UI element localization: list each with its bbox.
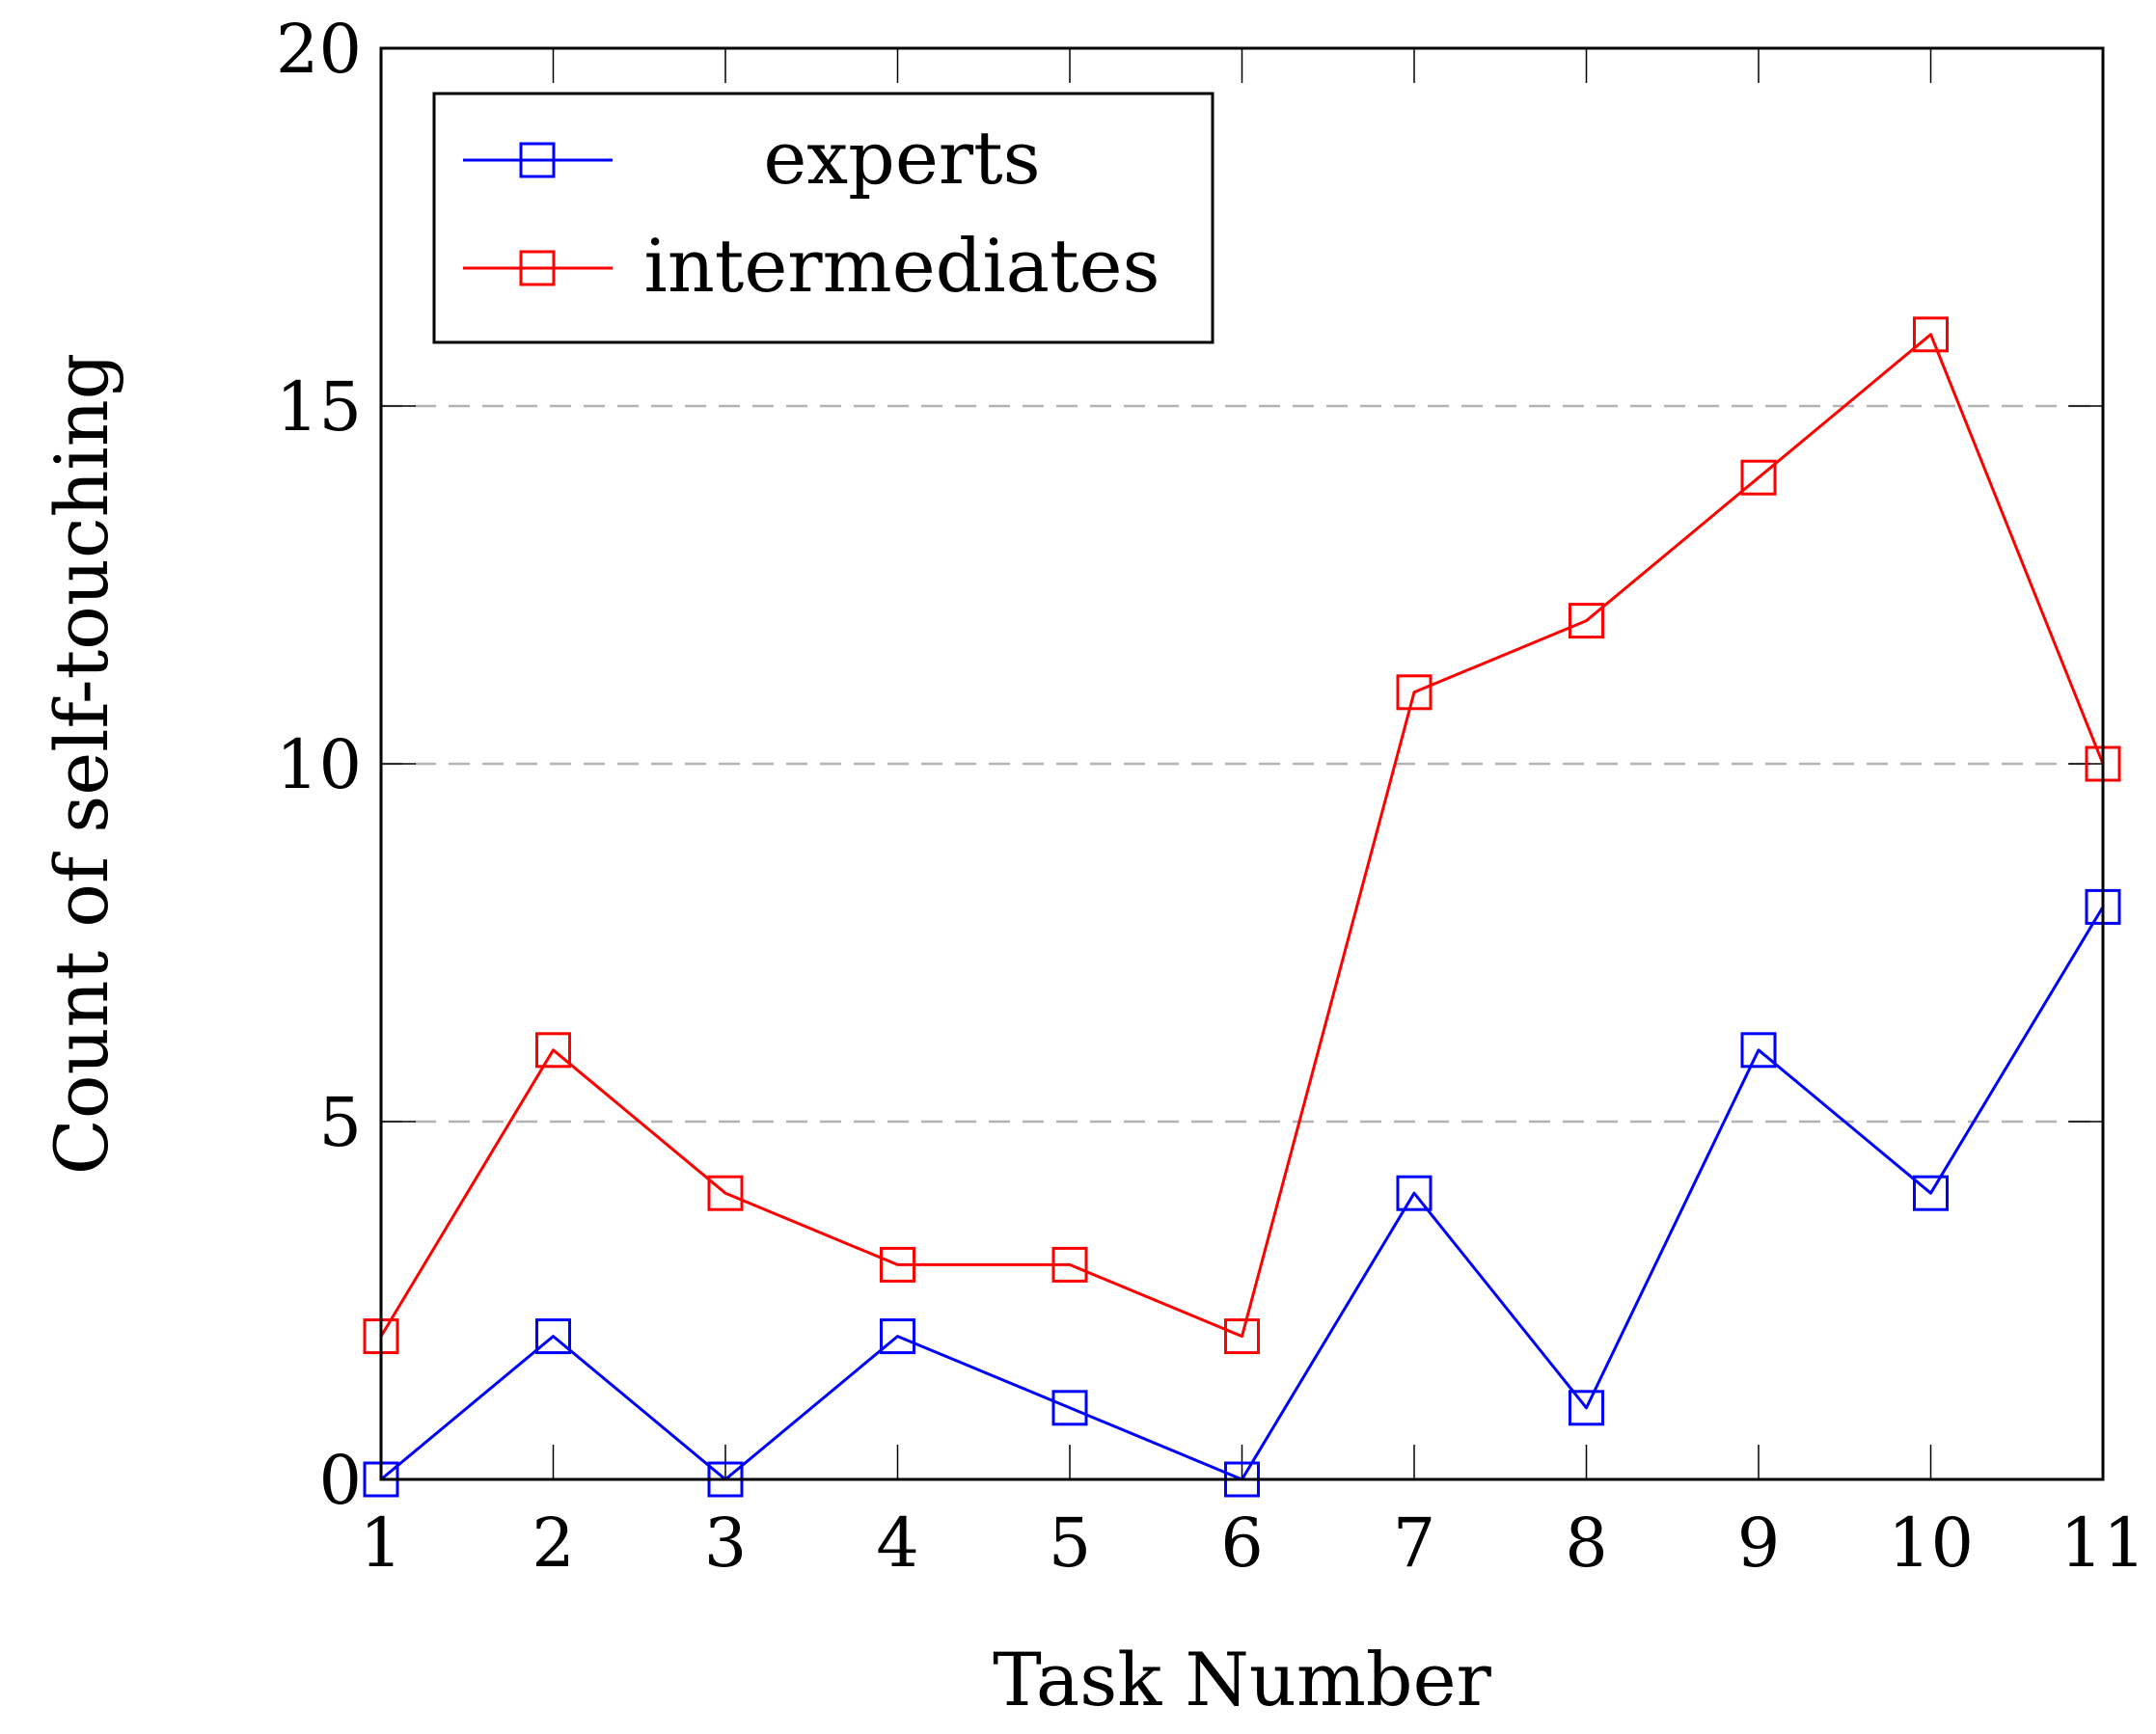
plot-area-frame (379, 46, 2105, 1481)
x-tick-label-9: 9 (1737, 1504, 1781, 1583)
x-tick-label-5: 5 (1049, 1504, 1092, 1583)
x-tick-label-8: 8 (1565, 1504, 1608, 1583)
y-axis-title: Count of self-touching (39, 353, 124, 1176)
x-tick-label-10: 10 (1888, 1504, 1974, 1583)
legend-entry-experts: experts (463, 115, 1041, 201)
grid-lines (381, 404, 2103, 1124)
x-tick-label-3: 3 (704, 1504, 748, 1583)
data-point-experts-task-2 (535, 1318, 571, 1355)
legend-marker-intermediates (519, 250, 556, 286)
y-tick-label-15: 15 (276, 367, 362, 447)
x-tick-labels: 1 2 3 4 5 6 7 8 9 10 11 (360, 1504, 2146, 1583)
x-tick-label-6: 6 (1220, 1504, 1264, 1583)
data-point-intermediates-task-5 (1051, 1246, 1088, 1283)
x-tick-label-7: 7 (1393, 1504, 1436, 1583)
legend-box (432, 92, 1214, 344)
data-point-experts-task-5 (1051, 1390, 1088, 1426)
data-point-intermediates-task-10 (1913, 316, 1949, 353)
series-intermediates (363, 316, 2121, 1355)
legend: experts intermediates (432, 92, 1214, 344)
series-line-intermediates (379, 333, 2105, 1339)
x-axis-title: Task Number (993, 1637, 1491, 1722)
data-point-intermediates-task-2 (535, 1032, 571, 1069)
data-point-experts-task-10 (1913, 1175, 1949, 1211)
y-tick-labels: 0 5 10 15 20 (276, 10, 362, 1520)
data-point-experts-task-9 (1740, 1032, 1777, 1069)
x-tick-label-1: 1 (360, 1504, 403, 1583)
legend-label-intermediates: intermediates (644, 223, 1160, 309)
data-point-intermediates-task-4 (880, 1246, 915, 1283)
data-point-experts-task-8 (1569, 1390, 1604, 1426)
x-tick-label-2: 2 (532, 1504, 575, 1583)
y-tick-label-5: 5 (318, 1083, 362, 1162)
data-point-experts-task-7 (1396, 1175, 1433, 1211)
y-tick-label-0: 0 (318, 1441, 362, 1520)
legend-marker-experts (519, 142, 556, 178)
y-tick-label-10: 10 (276, 725, 362, 804)
data-point-experts-task-4 (880, 1318, 915, 1355)
x-tick-label-4: 4 (876, 1504, 919, 1583)
series-line-experts (380, 906, 2105, 1481)
x-tick-label-11: 11 (2060, 1504, 2145, 1583)
data-point-intermediates-task-7 (1396, 674, 1433, 711)
legend-label-experts: experts (763, 115, 1040, 201)
data-point-intermediates-task-6 (1224, 1318, 1260, 1355)
legend-entry-intermediates: intermediates (463, 223, 1160, 309)
data-point-intermediates-task-9 (1740, 459, 1777, 496)
series-experts (363, 888, 2121, 1498)
data-point-intermediates-task-3 (707, 1175, 744, 1211)
y-tick-label-20: 20 (276, 10, 362, 89)
data-series (363, 316, 2121, 1498)
data-point-intermediates-task-8 (1569, 603, 1604, 639)
